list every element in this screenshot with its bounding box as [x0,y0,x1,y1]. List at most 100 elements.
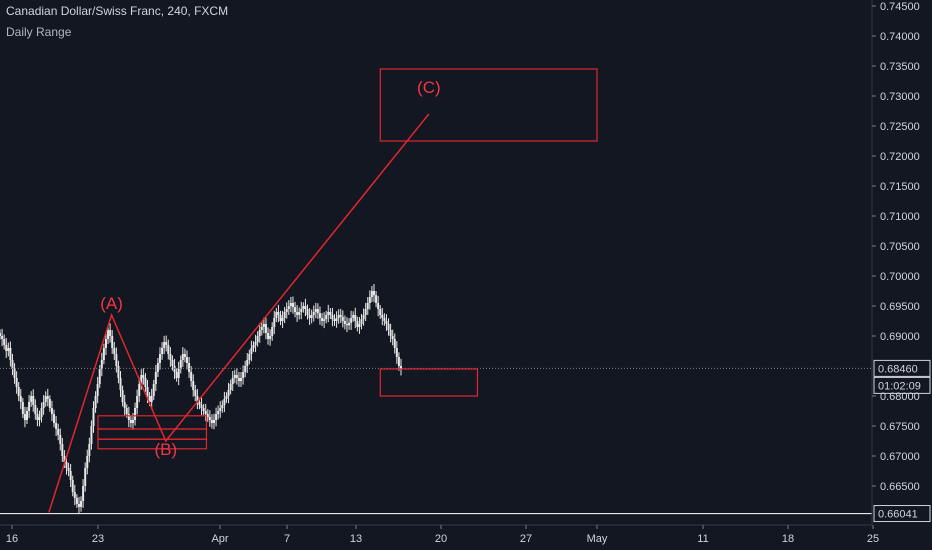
candle [117,360,120,384]
wave-label[interactable]: (A) [100,294,123,313]
candle [11,353,14,376]
candle [248,349,251,365]
zone-target-c[interactable] [379,68,598,142]
candle [121,385,124,407]
candle [316,303,319,319]
candle [167,339,170,360]
candle [387,318,390,336]
candle [36,407,39,427]
price-axis[interactable]: 0.74500 0.74000 0.73500 0.73000 0.72500 0.720… [871,0,932,525]
candle [354,307,357,329]
wave-path[interactable] [48,113,430,513]
candle [285,302,288,319]
indicator-label[interactable]: Daily Range [6,25,72,39]
candle [362,308,365,326]
candle [42,395,45,415]
support-level-badge: 0.66041 [873,505,931,523]
candle [314,302,317,319]
candle [306,304,309,320]
time-axis-background [0,525,932,550]
x-tick-label: 27 [520,533,532,545]
candle [327,304,330,323]
candle [94,391,97,413]
candle [140,369,143,390]
y-tick-label: 0.74500 [880,1,920,13]
countdown-label: 01:02:09 [878,380,921,392]
candle [310,309,313,324]
candle [385,314,388,331]
candle [370,285,373,303]
candle [325,310,328,324]
candle [277,304,280,323]
candle [275,308,278,322]
candle [50,400,53,422]
y-tick-label: 0.67500 [880,421,920,433]
candle [252,341,255,352]
candle [7,342,10,357]
candle [192,374,195,397]
support-level-label: 0.66041 [878,509,918,521]
candle [134,402,137,426]
candle [296,305,299,322]
candle [15,371,18,394]
candle [100,352,103,377]
candle [115,347,118,373]
candle [302,302,305,313]
candle [395,341,398,364]
candle [240,372,243,387]
candle [38,410,41,427]
wave-label[interactable]: (C) [417,78,441,97]
candle [291,296,294,314]
candle [23,406,26,428]
candle [289,296,292,313]
candle [360,313,363,330]
candle [57,423,60,441]
candle [98,365,101,388]
candle [379,305,382,319]
candle [393,333,396,354]
x-tick-label: 11 [697,533,708,545]
candle [237,372,240,387]
candle [171,355,174,371]
candle [331,307,334,327]
candle [244,360,247,378]
candle [55,416,58,436]
candle [258,323,261,343]
countdown-badge [873,376,931,394]
y-tick-label: 0.74000 [880,31,920,43]
drawings-layer[interactable]: (A) (B) (C) [0,68,872,515]
candle [283,306,286,324]
candle [163,335,166,355]
candle [77,496,80,515]
zone-support-current[interactable] [379,368,479,397]
candle [202,404,205,415]
candle [366,297,369,315]
candle [318,306,321,325]
candle [109,323,112,343]
candle [341,310,344,328]
candle [48,395,51,412]
x-tick-label: May [587,533,608,545]
candle [304,298,307,317]
zone-b-zone-3[interactable] [97,438,208,450]
candle [80,496,83,512]
y-tick-label: 0.66500 [880,481,920,493]
candle [28,394,31,419]
candle [84,462,87,492]
candle [308,308,311,325]
candle [138,377,141,403]
candle [231,370,234,392]
y-tick-label: 0.68000 [880,391,920,403]
candle [96,376,99,404]
candle [339,308,342,323]
candle [200,397,203,416]
candle [158,347,161,370]
candle [206,409,209,422]
wave-label[interactable]: (B) [154,440,177,459]
time-axis[interactable]: 16 23 Apr 7 13 20 27 May 11 18 25 [0,524,932,550]
candle [391,329,394,346]
y-tick-label: 0.70000 [880,271,920,283]
x-tick-label: 20 [435,533,447,545]
